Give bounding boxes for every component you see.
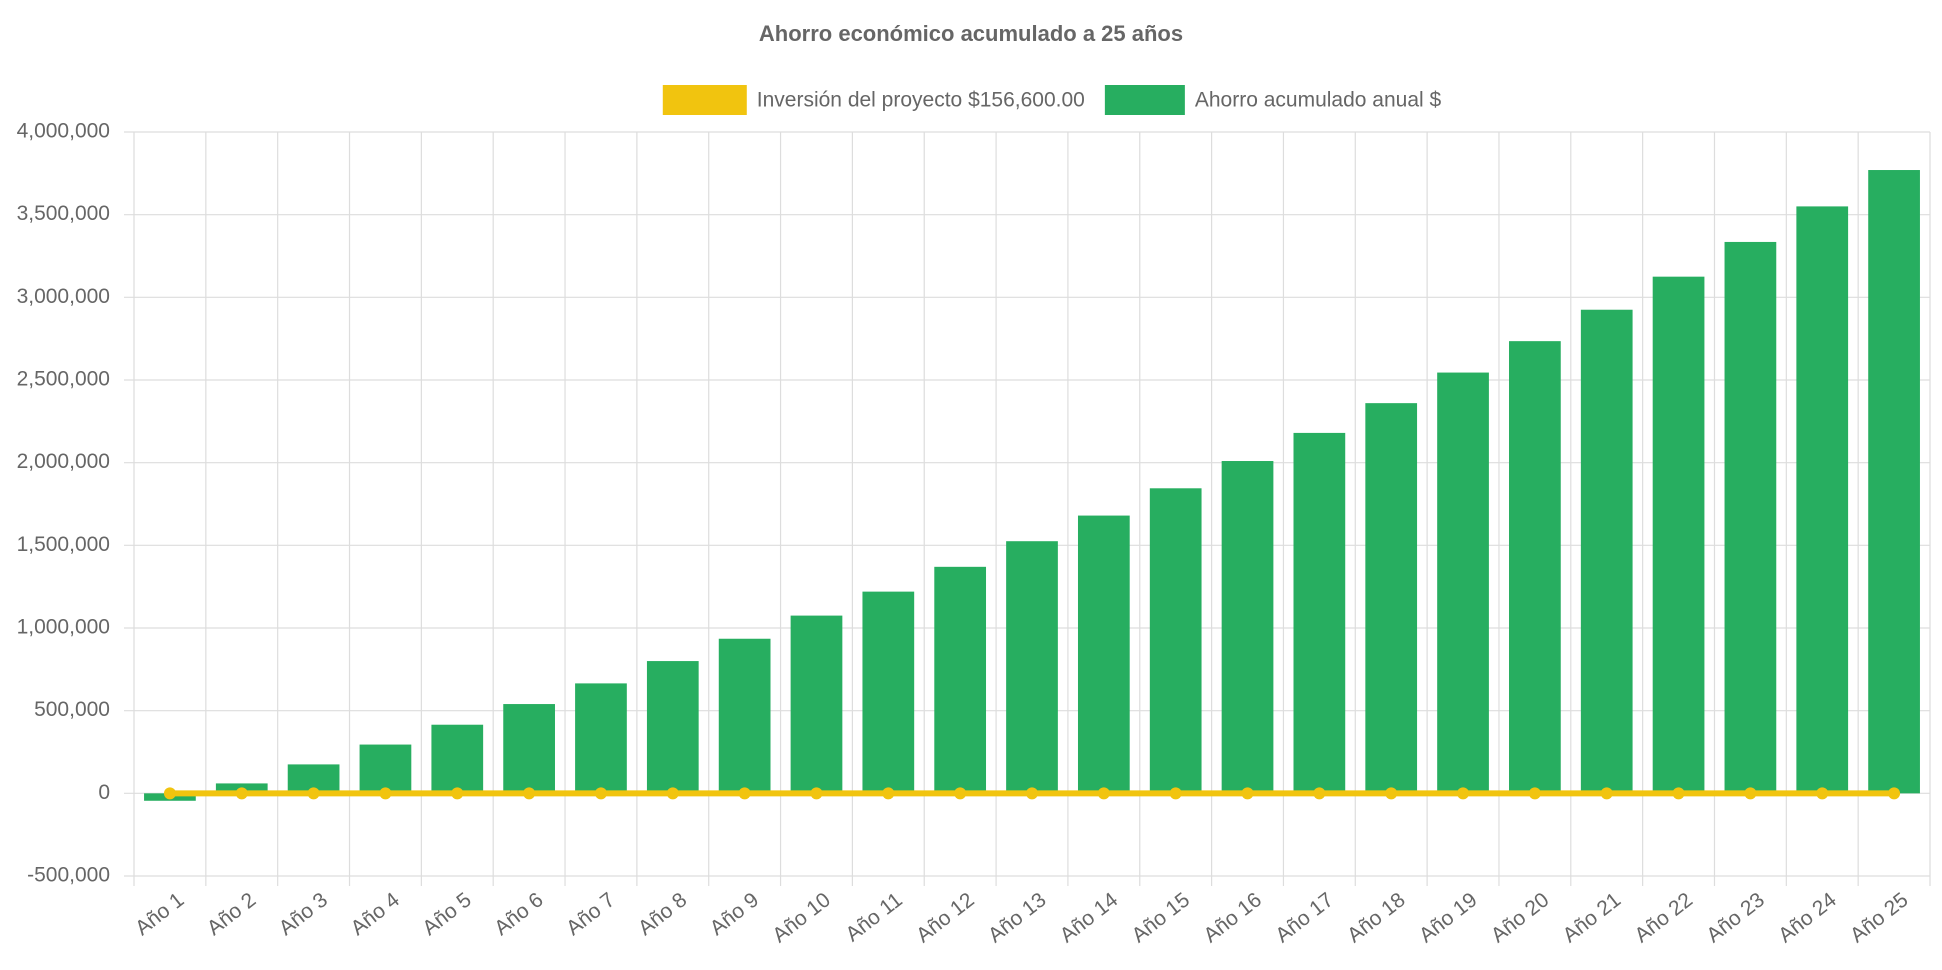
line-point: [1600, 787, 1613, 800]
x-tick-label: Año 10: [768, 888, 835, 947]
x-tick-label: Año 21: [1559, 888, 1626, 947]
bar: [1724, 241, 1777, 794]
bar: [934, 566, 987, 794]
x-tick-label: Año 8: [634, 888, 691, 940]
line-point: [163, 787, 176, 800]
y-tick-label: 2,000,000: [17, 450, 110, 473]
line-point: [738, 787, 751, 800]
line-point: [1744, 787, 1757, 800]
x-tick-label: Año 15: [1128, 888, 1195, 947]
x-tick-label: Año 23: [1702, 888, 1769, 947]
x-tick-label: Año 25: [1846, 888, 1913, 947]
bar: [718, 638, 771, 794]
x-tick-label: Año 12: [912, 888, 979, 947]
legend-label: Inversión del proyecto $156,600.00: [757, 89, 1085, 112]
line-point: [1888, 787, 1901, 800]
bar: [1006, 541, 1058, 794]
y-tick-label: 1,500,000: [17, 533, 110, 556]
line-point: [594, 787, 607, 800]
line-point: [1026, 787, 1038, 800]
x-tick-label: Año 4: [347, 888, 405, 940]
legend-swatch: [1104, 85, 1185, 115]
line-point: [379, 787, 392, 800]
x-tick-label: Año 19: [1415, 888, 1482, 947]
y-tick-label: 3,500,000: [17, 202, 110, 225]
line-point: [1385, 787, 1398, 800]
x-tick-label: Año 18: [1343, 888, 1410, 947]
x-tick-label: Año 2: [203, 888, 260, 940]
x-tick-label: Año 16: [1199, 888, 1266, 947]
x-tick-label: Año 22: [1630, 888, 1697, 947]
y-tick-label: 3,000,000: [17, 285, 110, 308]
bar: [1293, 432, 1346, 794]
line-point: [882, 787, 895, 800]
x-tick-label: Año 14: [1056, 888, 1123, 947]
y-tick-label: 500,000: [34, 698, 110, 721]
bar: [790, 615, 843, 794]
line-point: [1672, 787, 1685, 800]
chart-title: Ahorro económico acumulado a 25 años: [759, 21, 1183, 46]
legend-label: Ahorro acumulado anual $: [1195, 89, 1442, 112]
bar: [1580, 309, 1633, 794]
line-point: [523, 787, 536, 800]
line-point: [954, 787, 967, 800]
x-tick-label: Año 11: [841, 888, 906, 946]
line-point: [1097, 787, 1110, 800]
y-tick-label: 0: [98, 781, 110, 804]
line-point: [235, 787, 248, 800]
bar: [1509, 341, 1561, 794]
line-point: [451, 787, 464, 800]
bar: [1365, 403, 1418, 794]
x-tick-label: Año 5: [418, 888, 475, 940]
line-point: [666, 787, 679, 800]
y-tick-label: 2,500,000: [17, 368, 110, 391]
x-tick-label: Año 1: [131, 888, 188, 940]
line-point: [307, 787, 320, 800]
y-tick-label: 4,000,000: [17, 120, 110, 143]
x-tick-label: Año 13: [984, 888, 1051, 947]
x-tick-label: Año 6: [490, 888, 547, 940]
bar: [1077, 515, 1130, 794]
y-tick-label: 1,000,000: [17, 616, 110, 639]
line-point: [1241, 787, 1254, 800]
x-tick-label: Año 20: [1487, 888, 1554, 947]
line-point: [1816, 787, 1829, 800]
line-point: [1457, 787, 1470, 800]
bar: [1149, 488, 1202, 794]
legend: Inversión del proyecto $156,600.00 Ahorro…: [662, 85, 1442, 115]
line-point: [810, 787, 823, 800]
y-tick-label: -500,000: [27, 864, 110, 887]
bar: [359, 744, 412, 794]
x-tick-label: Año 9: [706, 888, 763, 940]
bar: [646, 661, 699, 794]
bar: [862, 591, 915, 794]
line-point: [1313, 787, 1326, 800]
bar: [1796, 206, 1849, 794]
x-tick-label: Año 3: [275, 888, 332, 940]
bar: [1437, 372, 1489, 794]
line-point: [1169, 787, 1182, 800]
bar: [431, 724, 484, 794]
x-tick-label: Año 17: [1271, 888, 1338, 947]
line-point: [1528, 787, 1541, 800]
bar: [1868, 170, 1920, 794]
bar: [1652, 276, 1705, 794]
bar: [575, 683, 627, 794]
legend-swatch: [662, 85, 747, 115]
bar: [503, 704, 555, 794]
bar: [1221, 461, 1274, 794]
x-tick-label: Año 7: [562, 888, 619, 940]
x-tick-label: Año 24: [1774, 888, 1841, 947]
